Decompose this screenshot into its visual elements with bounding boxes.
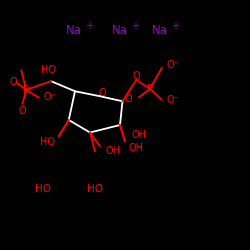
Text: O: O	[10, 77, 18, 87]
Text: OH: OH	[132, 130, 147, 140]
Text: O⁻: O⁻	[44, 92, 56, 102]
Text: Na: Na	[152, 24, 168, 38]
Text: +: +	[86, 21, 94, 31]
Text: O⁻: O⁻	[166, 95, 179, 105]
Text: HO: HO	[34, 184, 50, 194]
Text: OH: OH	[105, 146, 120, 156]
Text: P: P	[23, 85, 30, 95]
Text: OH: OH	[129, 143, 144, 153]
Text: O: O	[125, 94, 132, 104]
Text: O: O	[19, 106, 26, 116]
Text: Na: Na	[66, 24, 82, 38]
Text: P: P	[147, 84, 153, 94]
Text: +: +	[131, 21, 139, 31]
Text: O⁻: O⁻	[166, 60, 179, 70]
Text: +: +	[171, 21, 179, 31]
Text: HO: HO	[40, 137, 55, 147]
Text: O: O	[98, 88, 106, 98]
Text: HO: HO	[41, 65, 56, 75]
Text: HO: HO	[87, 184, 103, 194]
Text: O: O	[132, 71, 140, 81]
Text: Na: Na	[112, 24, 128, 38]
